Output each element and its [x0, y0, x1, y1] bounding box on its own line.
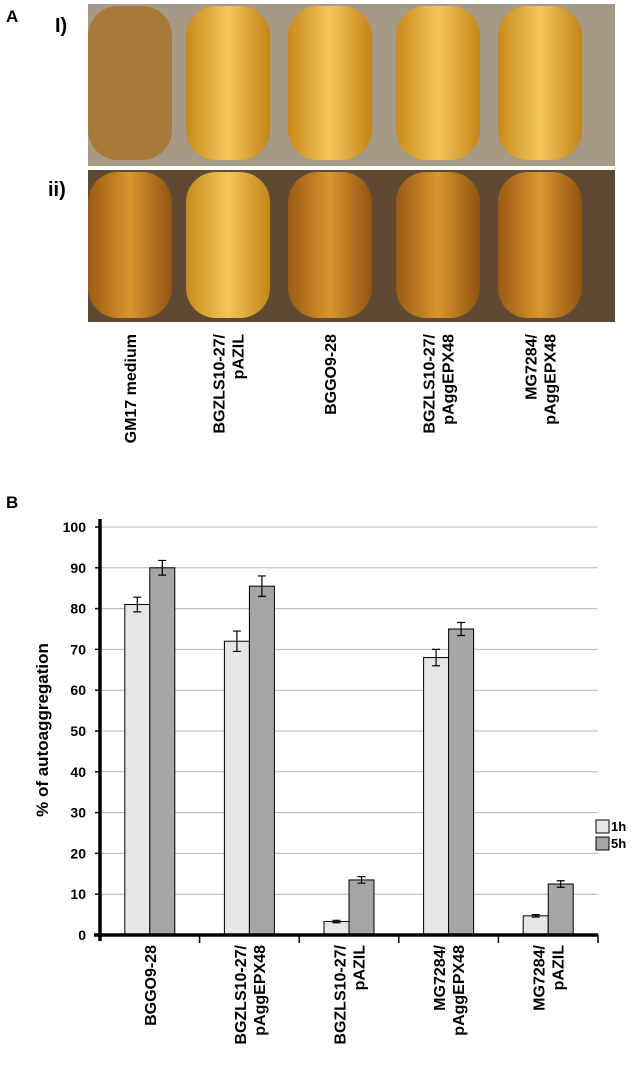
legend-label: 1h	[611, 819, 626, 834]
bar	[522, 915, 549, 936]
x-tick-label: pAggEPX48	[252, 945, 269, 1036]
error-bar	[556, 880, 565, 888]
y-tick-label: 10	[70, 886, 86, 902]
tube-label: BGGO9-28	[323, 334, 340, 415]
bar	[323, 921, 350, 936]
tube-label: BGZLS10-27/	[422, 333, 439, 433]
legend-swatch	[595, 836, 610, 851]
tube	[498, 6, 582, 160]
y-tick-label: 0	[78, 927, 86, 943]
x-tick-label: BGZLS10-27/	[333, 944, 350, 1044]
error-bar	[158, 559, 167, 576]
y-tick-label: 70	[70, 641, 86, 657]
bar	[149, 567, 176, 936]
tube-label: BGZLS10-27/	[212, 333, 229, 433]
tube	[186, 6, 270, 160]
tube-label: GM17 medium	[123, 334, 140, 443]
error-bar	[432, 648, 441, 667]
y-tick-label: 50	[70, 723, 86, 739]
y-tick-label: 40	[70, 764, 86, 780]
bar	[223, 640, 250, 936]
panel-label: A	[6, 7, 18, 26]
x-tick-label: BGGO9-28	[143, 945, 160, 1026]
x-tick-label: MG7284/	[532, 944, 549, 1010]
tube-label: pAggEPX48	[543, 334, 560, 425]
tube	[88, 6, 172, 160]
y-tick-label: 20	[70, 845, 86, 861]
tube	[288, 172, 372, 318]
legend-label: 5h	[611, 836, 626, 851]
bar	[348, 879, 375, 936]
tube	[396, 6, 480, 160]
error-bar	[457, 621, 466, 637]
tube	[396, 172, 480, 318]
error-bar	[531, 914, 540, 918]
bar	[248, 585, 275, 936]
row-label: ii)	[48, 179, 66, 201]
tube-label: MG7284/	[524, 333, 541, 399]
row-label: I)	[55, 15, 67, 37]
x-tick-label: pAZIL	[352, 945, 369, 991]
bar	[124, 604, 151, 936]
error-bar	[257, 575, 266, 597]
tube	[288, 6, 372, 160]
y-tick-label: 80	[70, 601, 86, 617]
tube	[88, 172, 172, 318]
panel-label: B	[6, 493, 18, 512]
x-tick-label: MG7284/	[432, 944, 449, 1010]
tube-label: pAZIL	[231, 334, 248, 380]
tube	[186, 172, 270, 318]
y-tick-label: 100	[63, 519, 87, 535]
y-tick-label: 30	[70, 805, 86, 821]
x-tick-label: pAggEPX48	[451, 945, 468, 1036]
error-bar	[232, 630, 241, 653]
bar	[547, 883, 574, 936]
error-bar	[133, 596, 142, 613]
bar	[423, 657, 450, 936]
tube	[498, 172, 582, 318]
x-tick-label: BGZLS10-27/	[233, 944, 250, 1044]
legend-swatch	[595, 819, 610, 834]
bar	[448, 628, 475, 936]
error-bar	[357, 876, 366, 884]
tube-label: pAggEPX48	[441, 334, 458, 425]
error-bar	[332, 919, 341, 924]
y-axis-label: % of autoaggregation	[33, 643, 52, 817]
y-tick-label: 90	[70, 560, 86, 576]
x-tick-label: pAZIL	[551, 945, 568, 991]
y-tick-label: 60	[70, 682, 86, 698]
